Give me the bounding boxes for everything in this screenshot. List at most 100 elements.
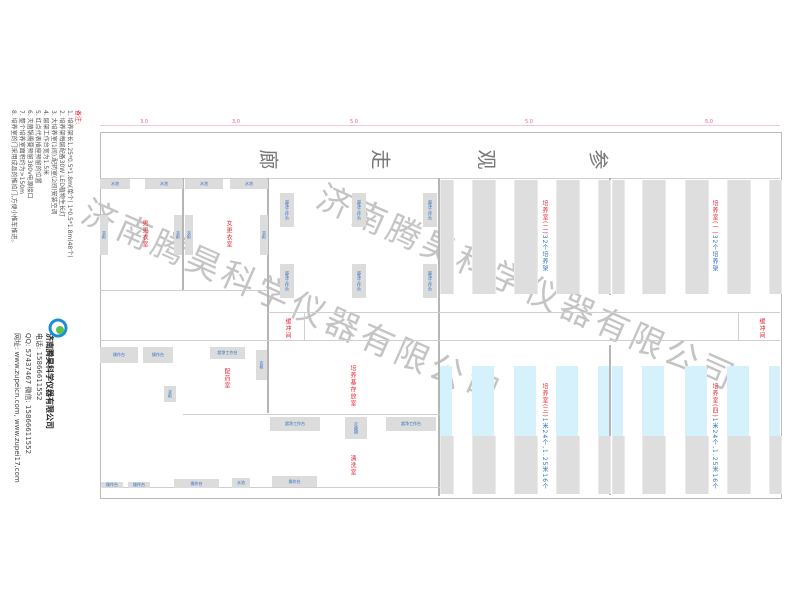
culture-rack (514, 180, 538, 294)
culture-rack (556, 180, 580, 294)
company-logo-icon (48, 318, 68, 338)
culture-rack (642, 180, 666, 294)
equipment-bench: 超净工作台 (280, 193, 294, 227)
culture-rack-lit (514, 366, 536, 436)
equipment-bench: 超净工作台 (280, 264, 294, 298)
wall (100, 290, 268, 291)
room-medium-storage: 培养基存放室 (349, 365, 356, 407)
wall (183, 414, 440, 415)
dimension-label: 3.0 (140, 119, 148, 125)
dimension-label: 3.0 (232, 119, 240, 125)
wall (100, 340, 780, 341)
equipment-cabinet: 衣柜 (100, 215, 108, 255)
equipment-table: 操作台 (174, 479, 219, 488)
room-culture-1: 培养室(一)32个培养架 (711, 200, 718, 273)
wall (304, 312, 305, 340)
equipment-table: 操作台 (272, 476, 317, 487)
culture-rack (556, 436, 580, 494)
company-web: 网址: www.zupeicn.com, www.zupei17.com (13, 333, 21, 483)
company-phone: 电话: 15866611552 (35, 333, 43, 401)
wall (438, 178, 440, 496)
room-male-locker: 男更衣室 (141, 220, 148, 248)
culture-rack-lit (769, 366, 780, 436)
notes-heading: 备注: (74, 110, 81, 125)
dimension-line (100, 125, 780, 126)
company-qq: QQ: 57437467 微信: 15866611552 (24, 333, 32, 455)
equipment-cabinet: 衣柜 (185, 215, 193, 255)
culture-rack (769, 436, 782, 494)
culture-rack (685, 180, 709, 294)
note-item: 7. 整个培养室面积约为>150m (18, 110, 25, 194)
wall (738, 312, 739, 340)
culture-rack (727, 436, 751, 494)
note-item: 3. 大培养室(1间),配药室(2间)安装空调 (50, 110, 57, 215)
wall (182, 178, 184, 290)
wall (267, 178, 269, 413)
culture-rack-lit (472, 366, 494, 436)
corridor-char: 廊 (256, 149, 281, 170)
company-info: 济南腾昊科学仪器有限公司 电话: 15866611552 QQ: 5743746… (11, 333, 55, 523)
equipment-bench: 超净工作台 (352, 193, 366, 227)
equipment-cabinet: 衣柜 (174, 215, 182, 255)
wall (268, 312, 780, 313)
wall (100, 178, 780, 179)
culture-rack-lit (440, 366, 452, 436)
dimension-label: 5.0 (350, 119, 358, 125)
equipment-bench: 超净工作台 (210, 347, 245, 359)
company-name: 济南腾昊科学仪器有限公司 (45, 333, 54, 429)
culture-rack (685, 436, 709, 494)
culture-rack (514, 436, 538, 494)
equipment-cabinet: 衣柜 (164, 386, 176, 402)
note-item: 1. 培养架长1.25*0.5*1.8m(单个) 1*0.5*1.8m(48个) (66, 110, 73, 258)
equipment-table: 操作台 (100, 347, 138, 363)
floor-plan-frame (100, 132, 782, 499)
equipment-sink: 水池 (100, 179, 130, 189)
equipment-bench: 超净工作台 (423, 193, 437, 227)
wall (100, 487, 440, 488)
culture-rack (727, 180, 751, 294)
equipment-table: 操作台 (143, 347, 173, 363)
dimension-label: 5.0 (525, 119, 533, 125)
equipment-sink: 水池 (230, 179, 268, 189)
culture-rack (472, 436, 496, 494)
culture-rack (769, 180, 782, 294)
equipment-cabinet: 衣柜 (260, 215, 268, 255)
culture-rack (612, 180, 625, 294)
wall (609, 345, 611, 495)
equipment-sink: 水池 (185, 179, 223, 189)
equipment-autoclave: 灭菌锅 (345, 417, 367, 439)
note-item: 6. 灭菌锅需要预留380v电源接口 (26, 110, 33, 199)
culture-rack (642, 436, 666, 494)
equipment-bench: 超净工作台 (386, 417, 436, 431)
equipment-bench: 超净工作台 (423, 264, 437, 298)
culture-rack (440, 436, 454, 494)
equipment-bench: 超净工作台 (270, 417, 320, 431)
dimension-label: 5.0 (705, 119, 713, 125)
room-culture-3: 培养室(三)1米24个,1.25米16个 (541, 383, 548, 491)
culture-rack-lit (612, 366, 623, 436)
culture-rack-lit (556, 366, 578, 436)
equipment-sink: 水池 (145, 179, 183, 189)
corridor-char: 参 (586, 149, 611, 170)
culture-rack-lit (598, 366, 609, 436)
note-item: 2. 培养架每层配备30W LED植物生长灯 (58, 110, 65, 217)
room-culture-4: 培养室(四)1米24个,1.25米16个 (711, 383, 718, 491)
equipment-table: 操作台 (101, 482, 123, 488)
room-buffer: 缓冲间 (284, 318, 291, 339)
equipment-bench: 超净工作台 (352, 264, 366, 298)
equipment-cabinet: 衣柜 (256, 350, 267, 380)
culture-rack (612, 436, 625, 494)
room-culture-2: 培养室(二)32个培养架 (541, 200, 548, 273)
room-washing: 清洗室 (349, 455, 356, 476)
room-female-locker: 女更衣室 (225, 220, 232, 248)
room-dispensing: 配药室 (223, 368, 230, 389)
culture-rack (440, 180, 454, 294)
note-item: 5. 红点代表插座预留的位置 (34, 110, 41, 184)
note-item: 8. 培养室的门采用成品的推拉门,方便小推车推进。 (10, 110, 17, 246)
culture-rack (598, 436, 611, 494)
culture-rack-lit (642, 366, 664, 436)
note-item: 4. 层架工作台宽为1.5米 (42, 110, 49, 176)
corridor-char: 走 (368, 149, 393, 170)
corridor-char: 观 (474, 149, 499, 170)
culture-rack (472, 180, 496, 294)
